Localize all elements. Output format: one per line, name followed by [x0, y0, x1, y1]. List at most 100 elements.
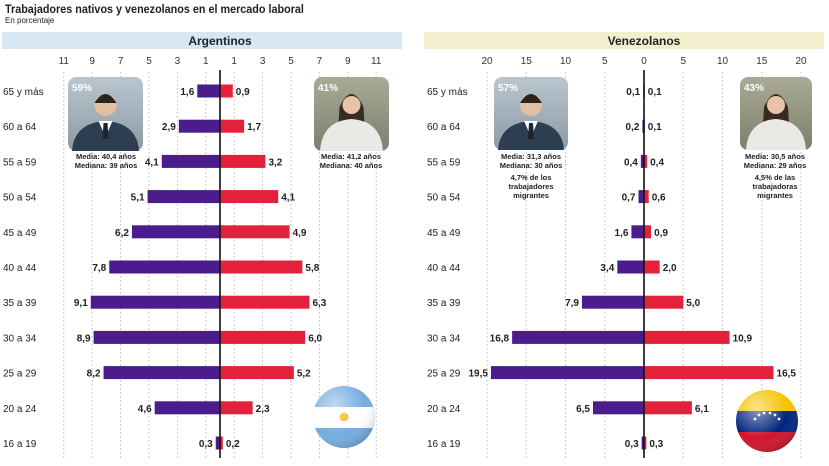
data-label-female: 0,9 [236, 87, 250, 98]
bar-male [90, 295, 220, 309]
card-percentage: 59% [72, 83, 92, 94]
bar-male [215, 436, 220, 450]
data-label-female: 0,6 [652, 193, 666, 204]
venezuela-flag-icon [736, 390, 798, 452]
age-group-label: 20 a 24 [3, 404, 37, 415]
data-label-female: 1,7 [247, 122, 261, 133]
male-stats-text: Media: 40,4 años [76, 152, 136, 161]
bar-female [220, 366, 294, 380]
bar-male [103, 366, 220, 380]
bar-female [220, 225, 290, 239]
bar-male [640, 154, 644, 168]
body-shape [746, 119, 806, 150]
body-shape [320, 119, 383, 151]
tick-label: 9 [89, 56, 95, 67]
male-card: 59% [68, 77, 143, 151]
data-label-male: 6,5 [576, 404, 590, 415]
male-stats-text: trabajadores [508, 182, 553, 191]
hair-shape [94, 94, 117, 103]
bar-female [644, 154, 648, 168]
male-stats-text: Mediana: 30 años [500, 161, 563, 170]
argentina-flag-icon [313, 386, 375, 448]
hair-shape [520, 94, 542, 103]
bar-female [644, 260, 660, 274]
bar-male [641, 436, 644, 450]
female-card: 41% [314, 77, 389, 151]
age-group-label: 50 a 54 [3, 193, 37, 204]
data-label-female: 5,8 [305, 263, 319, 274]
data-label-male: 8,9 [77, 333, 91, 344]
bar-male [512, 330, 644, 344]
data-label-female: 16,5 [777, 369, 797, 380]
data-label-female: 6,3 [312, 298, 326, 309]
bar-male [161, 154, 220, 168]
age-group-label: 35 a 39 [427, 298, 461, 309]
tie-shape [528, 123, 534, 139]
data-label-male: 0,4 [624, 157, 638, 168]
data-label-male: 2,9 [162, 122, 176, 133]
female-stats-text: Mediana: 40 años [320, 161, 383, 170]
female-stats-text: migrantes [757, 191, 793, 200]
data-label-male: 19,5 [468, 369, 488, 380]
data-label-female: 6,0 [308, 333, 322, 344]
female-card: 43% [740, 77, 812, 150]
tick-label: 20 [481, 56, 493, 67]
bar-male [93, 330, 220, 344]
age-group-label: 25 a 29 [427, 369, 461, 380]
bar-male [617, 260, 644, 274]
bar-male [581, 295, 644, 309]
bar-male [631, 225, 644, 239]
tick-label: 10 [717, 56, 729, 67]
tick-label: 15 [521, 56, 533, 67]
card-percentage: 41% [318, 83, 338, 94]
age-group-label: 60 a 64 [3, 122, 37, 133]
age-group-label: 55 a 59 [427, 157, 461, 168]
data-label-male: 8,2 [87, 369, 101, 380]
male-stats-text: Mediana: 39 años [75, 161, 138, 170]
bar-female [220, 330, 306, 344]
bar-female [644, 436, 647, 450]
card-percentage: 57% [498, 83, 518, 94]
data-label-male: 1,6 [180, 87, 194, 98]
data-label-female: 0,2 [226, 439, 240, 450]
chart-subtitle: En porcentaje [5, 16, 55, 25]
bar-female [220, 295, 310, 309]
bar-male [147, 190, 220, 204]
data-label-female: 2,0 [663, 263, 677, 274]
bar-female [644, 401, 692, 415]
age-group-label: 40 a 44 [3, 263, 37, 274]
female-stats-text: Media: 30,5 años [745, 152, 805, 161]
bar-female [644, 330, 730, 344]
data-label-female: 0,1 [648, 122, 662, 133]
tick-label: 0 [641, 56, 647, 67]
data-label-female: 0,4 [650, 157, 664, 168]
tick-label: 10 [560, 56, 572, 67]
bar-male [197, 84, 220, 98]
age-group-label: 30 a 34 [427, 333, 461, 344]
bar-female [220, 119, 245, 133]
arg-header-bar [2, 32, 402, 49]
bar-female [644, 225, 652, 239]
age-group-label: 16 a 19 [427, 439, 461, 450]
tick-label: 1 [231, 56, 237, 67]
data-label-male: 0,7 [622, 193, 636, 204]
data-label-female: 4,9 [293, 228, 307, 239]
age-group-label: 50 a 54 [427, 193, 461, 204]
age-group-label: 16 a 19 [3, 439, 37, 450]
head-shape [342, 96, 361, 114]
data-label-female: 5,0 [686, 298, 700, 309]
tie-shape [102, 123, 109, 139]
data-label-male: 16,8 [490, 333, 510, 344]
bar-male [592, 401, 644, 415]
ven-header-bar [424, 32, 824, 49]
age-group-label: 30 a 34 [3, 333, 37, 344]
female-stats-text: Mediana: 29 años [744, 161, 807, 170]
bar-female [220, 84, 233, 98]
tick-label: 5 [146, 56, 152, 67]
bar-female [220, 154, 266, 168]
card-percentage: 43% [744, 83, 764, 94]
tick-label: 9 [345, 56, 351, 67]
data-label-male: 4,1 [145, 157, 159, 168]
tick-label: 7 [317, 56, 323, 67]
bar-female [220, 190, 279, 204]
